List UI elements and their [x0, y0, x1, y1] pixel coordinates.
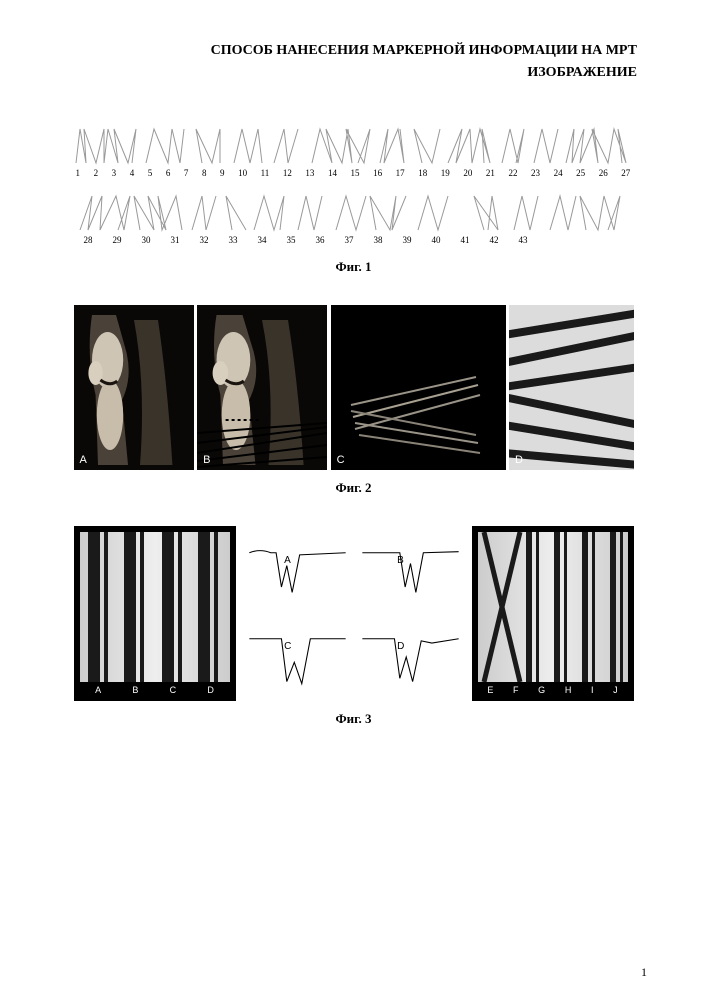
fig1-label: 3 — [112, 168, 117, 178]
fig1-label: 4 — [130, 168, 135, 178]
fig1-row1-svg — [74, 125, 634, 165]
figure-3: A B C D A B C D E F G H I J — [74, 526, 634, 701]
fig1-label: 21 — [486, 168, 495, 178]
curve-label: D — [397, 641, 404, 652]
fig1-label: 38 — [374, 235, 383, 245]
figure-2: A B C — [74, 305, 634, 470]
fig1-label: 16 — [373, 168, 382, 178]
fig3-curve-c: C — [244, 617, 351, 697]
fig1-label: 32 — [200, 235, 209, 245]
figure-3-caption: Фиг. 3 — [60, 711, 647, 727]
fig1-label: 20 — [463, 168, 472, 178]
fig2-panel-a: A — [74, 305, 194, 470]
fig1-label: 8 — [202, 168, 207, 178]
fig1-label: 2 — [94, 168, 99, 178]
fig3-left-panel: A B C D — [74, 526, 236, 701]
fig3-curve-b: B — [357, 531, 464, 611]
fig1-label: 13 — [305, 168, 314, 178]
fig1-label: 15 — [351, 168, 360, 178]
fig3-label: D — [207, 685, 214, 695]
fig1-label: 40 — [432, 235, 441, 245]
fig1-label: 30 — [142, 235, 151, 245]
panel-label: B — [203, 454, 210, 466]
fig1-label: 22 — [508, 168, 517, 178]
fig1-label: 29 — [113, 235, 122, 245]
page-number: 1 — [641, 965, 647, 980]
fig1-row1-labels: 1234567891011121314151617181920212223242… — [76, 168, 631, 178]
fig1-label: 31 — [171, 235, 180, 245]
fig3-label: H — [565, 685, 572, 695]
fig3-right-labels: E F G H I J — [478, 685, 628, 695]
fig1-label: 42 — [490, 235, 499, 245]
title-line-1: СПОСОБ НАНЕСЕНИЯ МАРКЕРНОЙ ИНФОРМАЦИИ НА… — [211, 43, 637, 58]
fig1-label: 6 — [166, 168, 171, 178]
title-line-2: ИЗОБРАЖЕНИЕ — [527, 65, 637, 80]
fig1-label: 12 — [283, 168, 292, 178]
fig1-label: 34 — [258, 235, 267, 245]
document-title: СПОСОБ НАНЕСЕНИЯ МАРКЕРНОЙ ИНФОРМАЦИИ НА… — [60, 40, 647, 85]
curve-label: B — [397, 555, 404, 566]
fig1-label: 27 — [621, 168, 630, 178]
curve-label: A — [284, 555, 291, 566]
panel-label: C — [337, 454, 345, 466]
fig1-row2-svg — [74, 192, 634, 232]
fig1-label: 26 — [599, 168, 608, 178]
fig1-label: 1 — [76, 168, 81, 178]
fig3-label: E — [487, 685, 493, 695]
fig1-label: 23 — [531, 168, 540, 178]
fig3-curve-a: A — [244, 531, 351, 611]
fig3-left-labels: A B C D — [80, 685, 230, 695]
fig3-label: F — [513, 685, 519, 695]
fig1-label: 11 — [261, 168, 270, 178]
fig1-label: 36 — [316, 235, 325, 245]
fig1-label: 28 — [84, 235, 93, 245]
fig1-label: 25 — [576, 168, 585, 178]
fig1-row2-labels: 28 29 30 31 32 33 34 35 36 37 38 39 40 41 42 43 — [76, 235, 639, 245]
fig2-panel-b: B — [197, 305, 327, 470]
curve-label: C — [284, 641, 291, 652]
fig2-panel-c: C — [331, 305, 505, 470]
fig1-label: 19 — [441, 168, 450, 178]
figure-1: 1234567891011121314151617181920212223242… — [74, 125, 634, 245]
fig2-panel-d: D — [509, 305, 634, 470]
fig1-label: 24 — [554, 168, 563, 178]
fig3-curves: A B C D — [244, 531, 464, 695]
fig3-label: B — [132, 685, 138, 695]
panel-label: D — [515, 454, 523, 466]
page: СПОСОБ НАНЕСЕНИЯ МАРКЕРНОЙ ИНФОРМАЦИИ НА… — [0, 0, 707, 1000]
panel-label: A — [80, 454, 87, 466]
fig1-label: 35 — [287, 235, 296, 245]
fig1-label: 9 — [220, 168, 225, 178]
fig3-label: G — [538, 685, 545, 695]
fig1-label: 10 — [238, 168, 247, 178]
figure-2-caption: Фиг. 2 — [60, 480, 647, 496]
fig1-label: 7 — [184, 168, 189, 178]
fig1-label: 43 — [519, 235, 528, 245]
fig3-label: C — [170, 685, 177, 695]
fig1-label: 33 — [229, 235, 238, 245]
fig1-label: 41 — [461, 235, 470, 245]
fig3-label: I — [591, 685, 594, 695]
fig1-label: 14 — [328, 168, 337, 178]
fig1-label: 39 — [403, 235, 412, 245]
fig1-label: 18 — [418, 168, 427, 178]
fig1-label: 5 — [148, 168, 153, 178]
fig3-label: J — [613, 685, 618, 695]
fig3-label: A — [95, 685, 101, 695]
fig1-label: 37 — [345, 235, 354, 245]
figure-1-caption: Фиг. 1 — [60, 259, 647, 275]
fig3-right-panel: E F G H I J — [472, 526, 634, 701]
fig3-curve-d: D — [357, 617, 464, 697]
fig1-label: 17 — [396, 168, 405, 178]
